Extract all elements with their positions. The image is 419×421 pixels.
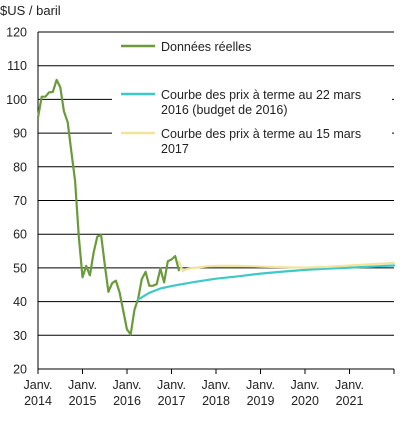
y-tick-label-20: 20 <box>13 363 27 377</box>
series-line-actual-data <box>36 78 180 336</box>
axes <box>37 32 395 374</box>
gridlines <box>38 31 394 336</box>
y-tick-label-50: 50 <box>13 261 27 275</box>
legend-label-futures-curve-2017-line-1: Courbe des prix à terme au 15 mars <box>161 127 361 141</box>
x-tick-label-year-2018: 2018 <box>202 394 230 408</box>
x-tick-label-year-2014: 2014 <box>24 394 52 408</box>
series-line-futures-curve-2016 <box>137 264 396 301</box>
y-axis-unit-label: $US / baril <box>0 3 61 18</box>
x-tick-label-year-2021: 2021 <box>336 394 364 408</box>
x-tick-label-year-2015: 2015 <box>69 394 97 408</box>
y-tick-label-110: 110 <box>7 59 27 73</box>
legend: Données réelles Courbe des prix à terme a… <box>121 40 361 156</box>
y-tick-label-90: 90 <box>13 127 27 141</box>
y-tick-label-60: 60 <box>13 228 27 242</box>
y-tick-labels: 20 30 40 50 60 70 80 90 100 110 120 <box>6 26 27 377</box>
x-tick-label-month-2021: Janv. <box>335 378 364 392</box>
x-tick-label-month-2020: Janv. <box>291 378 320 392</box>
legend-label-futures-curve-2016-line-1: Courbe des prix à terme au 22 mars <box>161 88 361 102</box>
legend-label-futures-curve-2017-line-2: 2017 <box>161 142 189 156</box>
y-tick-label-70: 70 <box>13 194 27 208</box>
x-tick-label-month-2015: Janv. <box>68 378 97 392</box>
x-tick-label-year-2019: 2019 <box>247 394 275 408</box>
x-tick-label-year-2016: 2016 <box>113 394 141 408</box>
x-tick-label-year-2017: 2017 <box>158 394 186 408</box>
x-tick-label-month-2014: Janv. <box>24 378 53 392</box>
legend-label-actual-data-line-1: Données réelles <box>161 40 251 54</box>
x-tick-labels: Janv. 2014 Janv. 2015 Janv. 2016 Janv. 2017 Janv… <box>24 378 364 408</box>
y-tick-label-40: 40 <box>13 295 27 309</box>
y-tick-label-80: 80 <box>13 160 27 174</box>
legend-bg-1 <box>112 36 392 52</box>
series-lines <box>36 78 396 336</box>
x-tick-label-year-2020: 2020 <box>291 394 319 408</box>
x-tick-label-month-2016: Janv. <box>113 378 142 392</box>
x-tick-label-month-2017: Janv. <box>157 378 186 392</box>
x-tick-label-month-2018: Janv. <box>202 378 231 392</box>
y-tick-label-100: 100 <box>6 93 27 107</box>
legend-background <box>112 36 392 153</box>
series-line-futures-curve-2017 <box>177 260 396 273</box>
y-tick-label-120: 120 <box>6 26 27 40</box>
y-tick-label-30: 30 <box>13 329 27 343</box>
legend-bg-2 <box>112 73 392 153</box>
x-tick-label-month-2019: Janv. <box>246 378 275 392</box>
legend-label-futures-curve-2016-line-2: 2016 (budget de 2016) <box>161 103 288 117</box>
